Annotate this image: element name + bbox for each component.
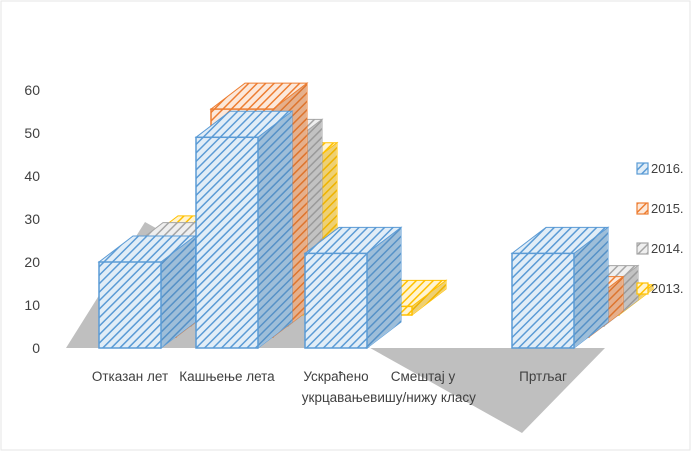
category-label: укрцавање: [302, 390, 370, 405]
legend-label: 2016.: [651, 161, 684, 176]
legend-swatch: [636, 162, 649, 175]
bar-2016-2: [303, 226, 403, 350]
bar-2016-4: [510, 226, 610, 350]
legend-label: 2014.: [651, 241, 684, 256]
legend-swatch: [636, 282, 649, 295]
category-label: Пртљаг: [519, 369, 567, 384]
legend-label: 2015.: [651, 201, 684, 216]
category-label: Смештај у: [391, 369, 456, 384]
y-tick-label: 40: [24, 168, 40, 184]
category-label: Ускраћено: [303, 369, 368, 384]
category-label: Кашњење лета: [179, 369, 275, 384]
legend-swatch: [636, 242, 649, 255]
legend-swatch: [636, 202, 649, 215]
bar-2016-1: [194, 110, 294, 350]
y-tick-label: 50: [24, 125, 40, 141]
y-tick-label: 60: [24, 82, 40, 98]
category-label: Отказан лет: [92, 369, 168, 384]
bar-2016-0: [97, 234, 197, 350]
y-tick-label: 20: [24, 254, 40, 270]
y-tick-label: 10: [24, 297, 40, 313]
y-tick-label: 30: [24, 211, 40, 227]
category-label: вишу/нижу класу: [370, 390, 476, 405]
y-tick-label: 0: [32, 340, 40, 356]
legend-label: 2013.: [651, 281, 684, 296]
